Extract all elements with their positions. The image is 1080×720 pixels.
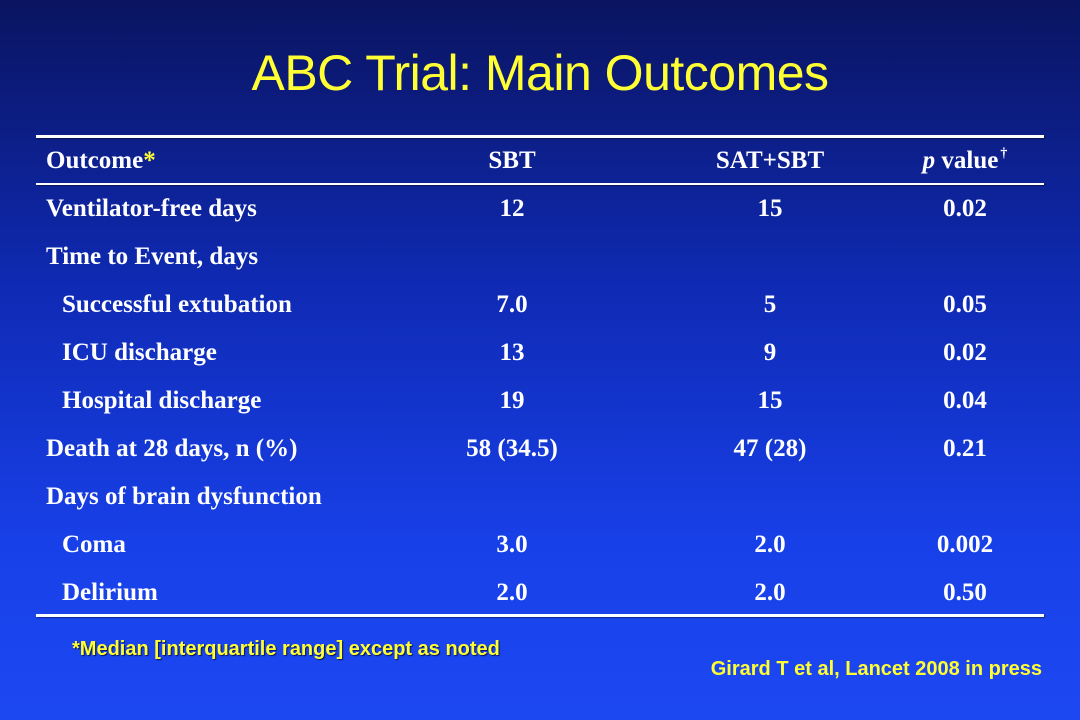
row-label: Hospital discharge [62, 387, 262, 414]
row-sat-sbt: 9 [763, 339, 777, 366]
row-sbt: 7.0 [496, 291, 528, 318]
table-row: Days of brain dysfunction [0, 473, 1080, 521]
header-p-word: value [935, 147, 999, 174]
slide-title: ABC Trial: Main Outcomes [251, 45, 829, 101]
row-sat-sbt: 2.0 [754, 531, 786, 558]
row-label: Time to Event, days [46, 243, 259, 270]
header-outcome-marker: * [143, 147, 156, 174]
row-p-value: 0.50 [943, 579, 987, 606]
table-header-row: Outcome* SBT SAT+SBT p value † [0, 137, 1080, 185]
table-row: Ventilator-free days 12 15 0.02 [0, 185, 1080, 233]
table-row: Delirium 2.0 2.0 0.50 [0, 569, 1080, 617]
row-p-value: 0.21 [943, 435, 987, 462]
table-row: ICU discharge 13 9 0.02 [0, 329, 1080, 377]
row-sbt: 2.0 [496, 579, 528, 606]
row-sbt: 13 [499, 339, 525, 366]
row-sbt: 3.0 [496, 531, 528, 558]
row-label: Coma [62, 531, 126, 558]
header-p-letter: p [922, 147, 936, 174]
row-p-value: 0.002 [936, 531, 994, 558]
row-sat-sbt: 47 (28) [733, 435, 807, 462]
citation: Girard T et al, Lancet 2008 in press [710, 658, 1042, 680]
table-top-rule [36, 135, 1044, 138]
table-row: Time to Event, days [0, 233, 1080, 281]
header-sbt: SBT [488, 147, 536, 174]
row-p-value: 0.02 [943, 339, 987, 366]
row-label: Days of brain dysfunction [46, 483, 322, 510]
row-sbt: 12 [499, 195, 525, 222]
row-sat-sbt: 15 [757, 195, 783, 222]
row-sat-sbt: 5 [763, 291, 777, 318]
table-row: Successful extubation 7.0 5 0.05 [0, 281, 1080, 329]
header-p-marker: † [1000, 145, 1008, 161]
header-outcome-label: Outcome [46, 147, 144, 174]
header-p-value: p value † [865, 137, 1065, 185]
row-p-value: 0.05 [943, 291, 987, 318]
header-outcome: Outcome* [46, 137, 156, 185]
header-sat-sbt: SAT+SBT [715, 147, 825, 174]
table-row: Coma 3.0 2.0 0.002 [0, 521, 1080, 569]
row-label: Death at 28 days, n (%) [46, 435, 298, 462]
row-sbt: 19 [499, 387, 525, 414]
row-label: Ventilator-free days [46, 195, 257, 222]
table-header-rule [36, 183, 1044, 185]
row-sat-sbt: 2.0 [754, 579, 786, 606]
row-sat-sbt: 15 [757, 387, 783, 414]
table-row: Death at 28 days, n (%) 58 (34.5) 47 (28… [0, 425, 1080, 473]
row-label: Successful extubation [62, 291, 292, 318]
row-sbt: 58 (34.5) [466, 435, 558, 462]
row-label: Delirium [62, 579, 158, 606]
footnote: *Median [interquartile range] except as … [72, 638, 500, 660]
row-p-value: 0.02 [943, 195, 987, 222]
table-bottom-rule [36, 614, 1044, 617]
row-label: ICU discharge [62, 339, 217, 366]
table-row: Hospital discharge 19 15 0.04 [0, 377, 1080, 425]
row-p-value: 0.04 [943, 387, 987, 414]
